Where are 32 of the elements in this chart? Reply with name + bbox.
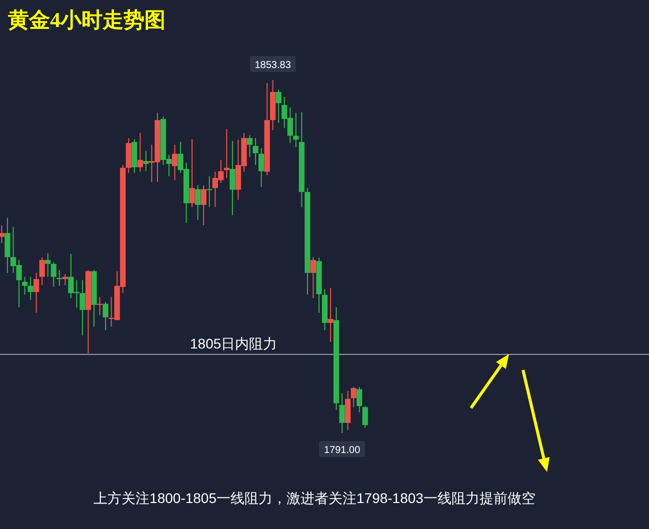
candlestick [172,144,178,181]
candlestick [350,386,356,408]
candlestick [356,386,362,413]
candlestick [143,150,149,172]
candlestick [80,280,86,336]
candlestick [328,288,334,342]
annotation: 1853.83 [254,60,292,71]
candlestick [34,272,40,314]
candlestick [246,134,253,158]
candlestick [102,302,108,331]
ref-line-label: 1805日内阻力 [190,335,278,352]
candlestick [200,184,206,226]
text: 上方关注1800-1805一线阻力，激进者关注1798-1803一线阻力提前做空 [94,490,536,506]
candlestick [339,392,345,434]
candlestick [230,140,236,216]
candlestick [258,148,264,188]
candlestick [252,138,258,166]
candlestick [0,224,4,244]
candlestick [28,276,34,300]
candlestick [22,276,28,296]
candlestick [310,256,316,299]
candlestick [45,252,51,278]
candlestick [137,132,143,172]
candlestick [39,256,45,286]
annotation: 1791.00 [324,445,361,456]
candlestick [206,176,212,208]
candlestick [50,262,56,288]
candlestick [189,138,195,208]
chart-title: 黄金4小时走势图 [7,8,166,32]
candlestick [276,89,282,124]
candlestick [195,184,201,221]
candlestick [362,406,368,428]
